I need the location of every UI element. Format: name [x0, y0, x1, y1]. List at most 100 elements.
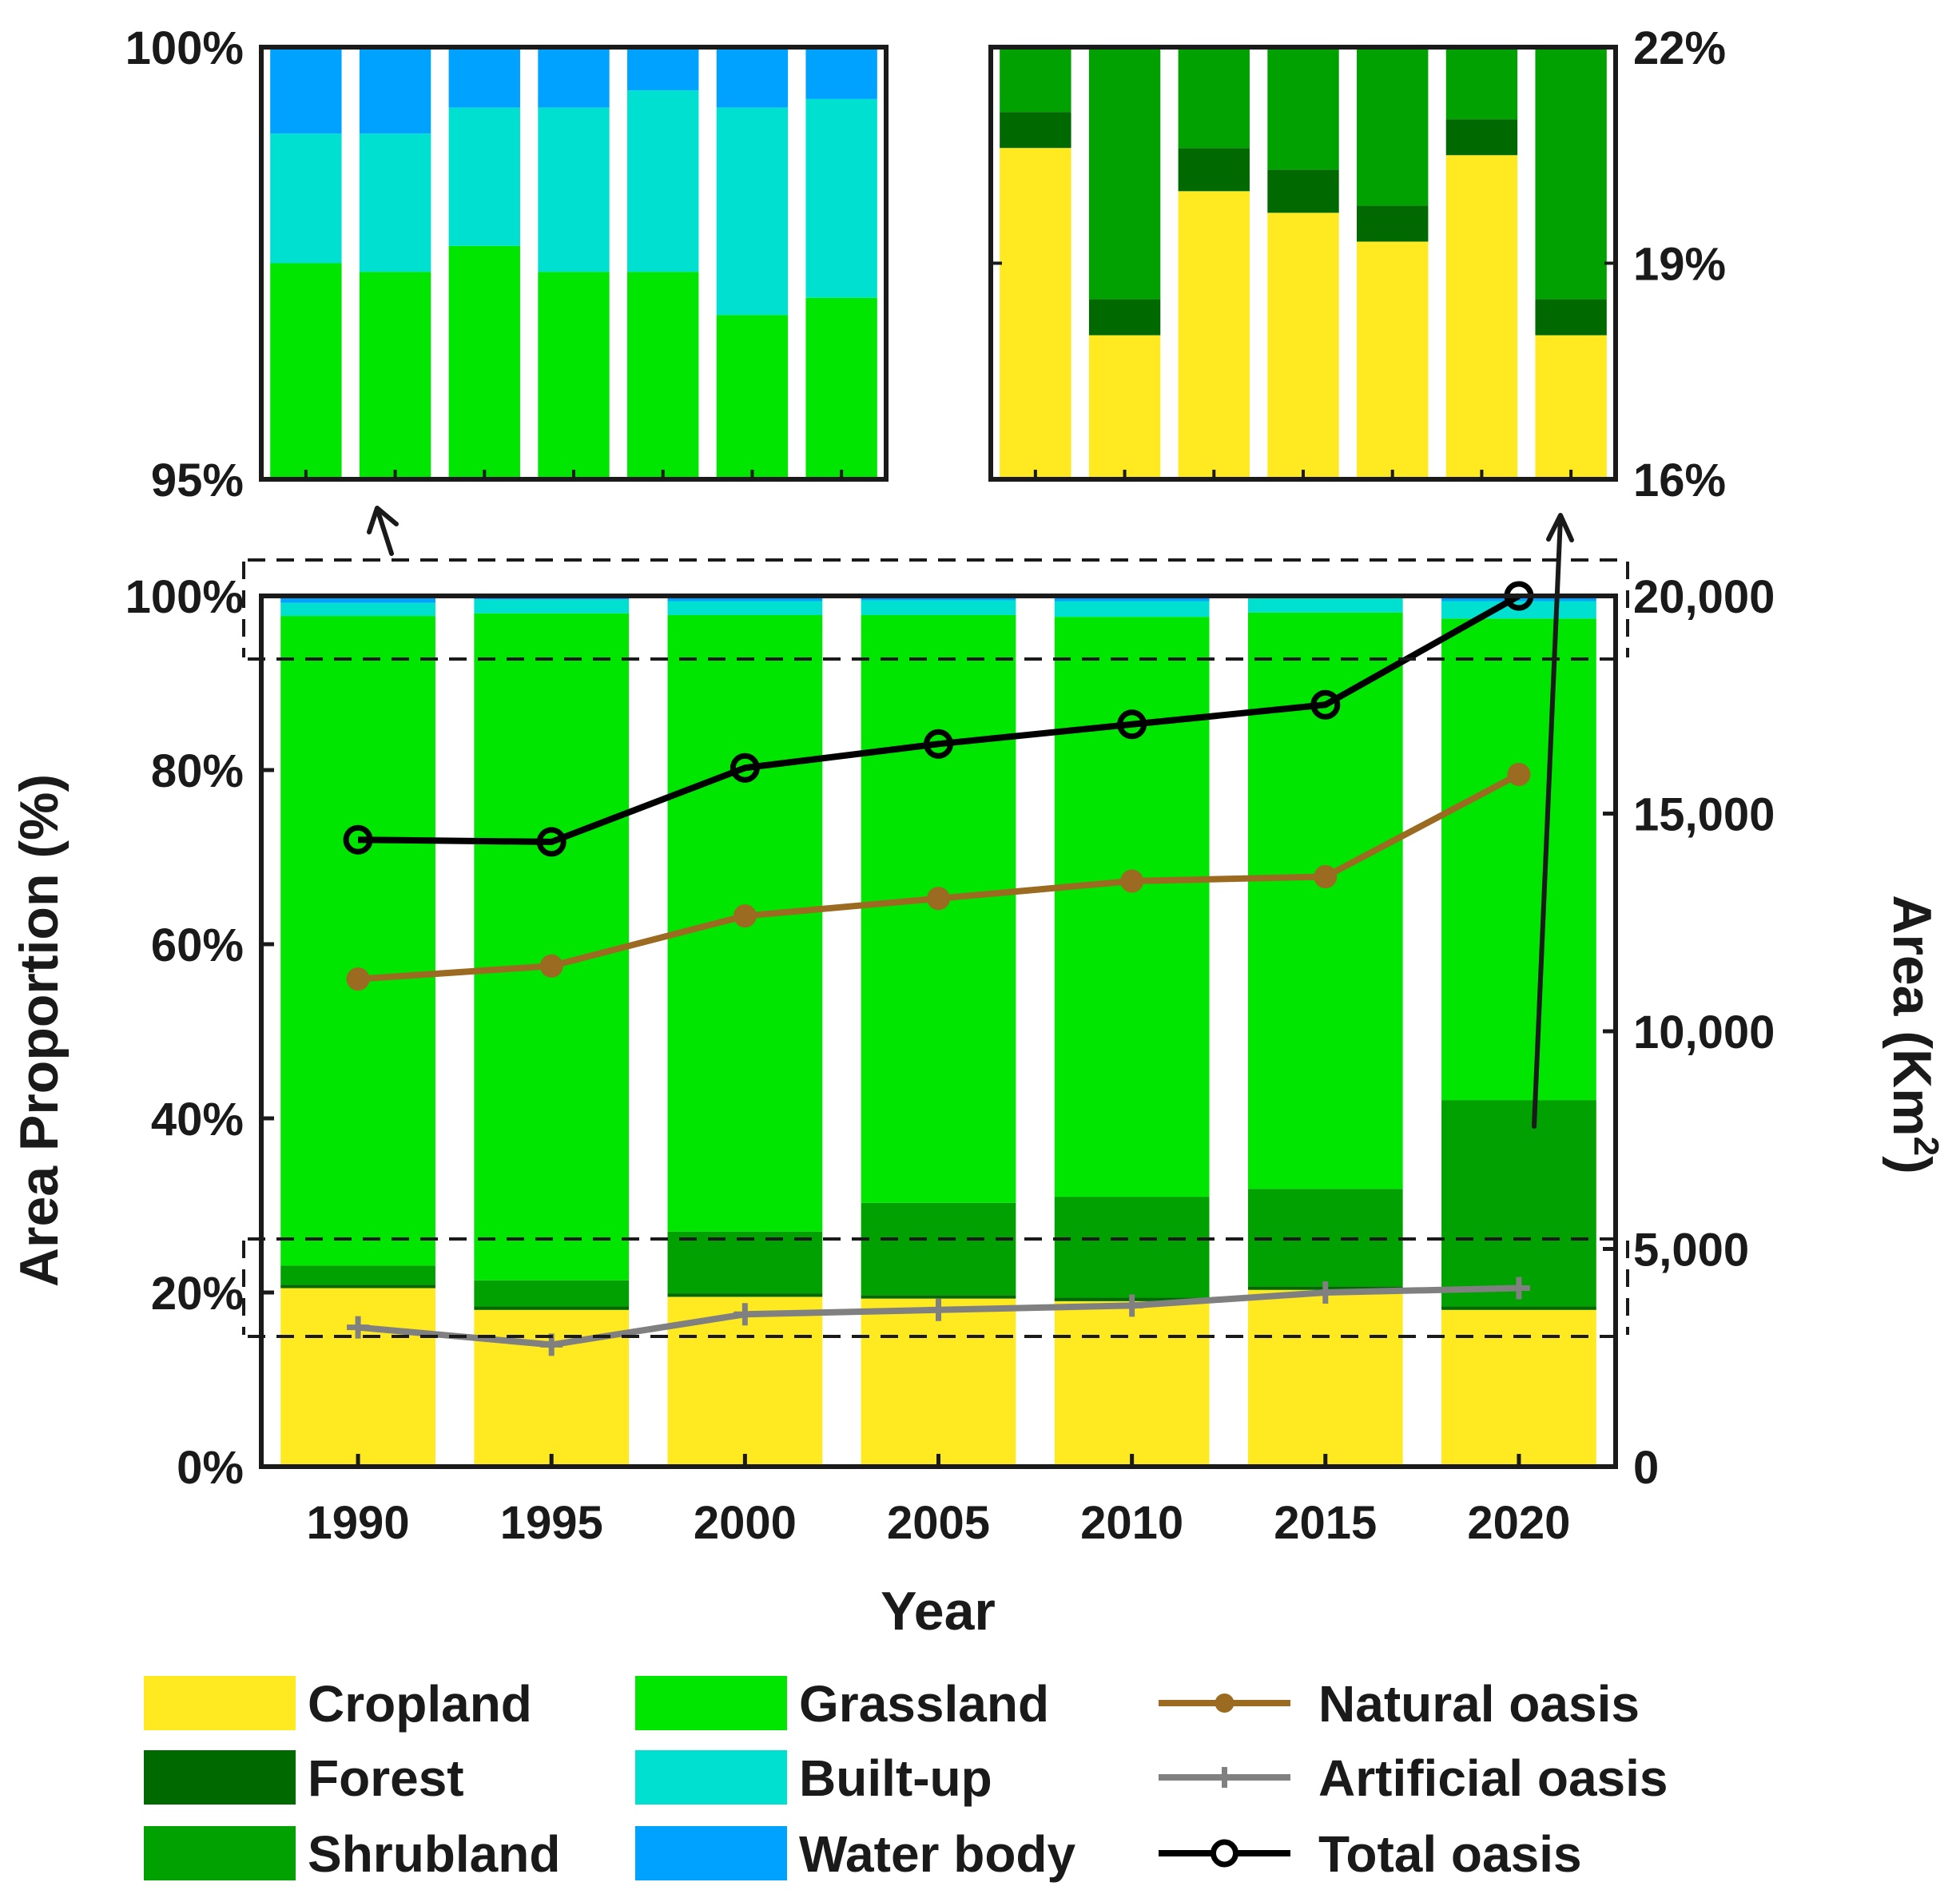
inset-left-bars-water-body-2005 — [538, 47, 610, 108]
bar-cropland-2010 — [1054, 1300, 1210, 1467]
inset-right-bars-shrubland-2015 — [1445, 47, 1518, 120]
main-right-axis: 0 5,000 10,000 15,000 20,000 — [1603, 571, 1775, 1494]
bar-grassland-2020 — [1441, 618, 1596, 1101]
inset-left-bars-grassland-2000 — [448, 245, 520, 479]
legend-artificial-oasis-marker — [1214, 1767, 1235, 1788]
artificial-oasis-point-2000 — [734, 1303, 757, 1326]
inset-right-ticks-ytick-label-1: 19% — [1633, 239, 1726, 291]
legend-water-body-swatch — [635, 1826, 787, 1880]
legend-total-oasis-label: Total oasis — [1318, 1825, 1582, 1883]
inset-right-bars-shrubland-2010 — [1357, 47, 1429, 206]
bar-grassland-1990 — [280, 616, 435, 1266]
legend-built-up-label: Built-up — [799, 1749, 992, 1807]
legend-shrubland-swatch — [144, 1826, 296, 1880]
natural-oasis-point-2015 — [1314, 865, 1338, 889]
right-axis-title-text: Area (Km — [1882, 895, 1942, 1136]
natural-oasis-point-2000 — [733, 904, 757, 928]
artificial-oasis-point-2020 — [1507, 1277, 1530, 1300]
main-xtick-label-1990: 1990 — [307, 1497, 410, 1549]
main-xtick-label-2010: 2010 — [1080, 1497, 1183, 1549]
main-y2tick-label-3: 15,000 — [1633, 789, 1775, 841]
legend-forest-swatch — [144, 1750, 296, 1805]
legend: Cropland Forest Shrubland Grassland Built-up… — [144, 1675, 1668, 1883]
legend-cropland-label: Cropland — [308, 1675, 532, 1733]
inset-left-bars-water-body-2000 — [448, 47, 520, 108]
inset-left-bars-grassland-2015 — [716, 315, 789, 479]
total-oasis-point-1990 — [343, 824, 373, 855]
bar-built-up-2010 — [1054, 601, 1210, 617]
inset-left-bars-built-up-1995 — [359, 133, 431, 272]
inset-left-bars — [270, 47, 877, 479]
inset-right-bars-cropland-1990 — [1000, 148, 1071, 479]
main-ytick-label-0: 0% — [177, 1442, 244, 1494]
left-axis-title: Area Proportion (%) — [9, 774, 70, 1287]
inset-right-bars-forest-2015 — [1445, 119, 1518, 156]
inset-right-bars-forest-1990 — [1000, 112, 1071, 149]
bar-water-body-2010 — [1054, 596, 1210, 602]
bar-grassland-2010 — [1054, 617, 1210, 1197]
legend-natural-oasis-marker — [1215, 1693, 1234, 1713]
inset-right-bars-shrubland-2020 — [1535, 47, 1607, 300]
bar-forest-2000 — [667, 1293, 823, 1297]
bar-built-up-2005 — [861, 600, 1016, 615]
artificial-oasis-point-2015 — [1314, 1281, 1337, 1304]
total-oasis-point-2000 — [730, 752, 760, 783]
inset-left-bars-built-up-2010 — [627, 90, 699, 272]
inset-right-bars-cropland-2020 — [1535, 335, 1607, 479]
legend-grassland-label: Grassland — [799, 1675, 1049, 1733]
main-y2tick-label-4: 20,000 — [1633, 571, 1775, 623]
inset-left-ticks-ytick-label-0: 95% — [151, 455, 244, 506]
artificial-oasis-point-2010 — [1120, 1294, 1143, 1317]
bar-grassland-2015 — [1247, 612, 1403, 1189]
arrow-to-left-inset-head — [367, 506, 399, 534]
main-xtick-label-2015: 2015 — [1274, 1497, 1377, 1549]
main-oasis-lines — [343, 581, 1534, 1356]
inset-right-axis: 16% 19% 22% — [991, 22, 1726, 506]
bar-forest-2005 — [861, 1295, 1016, 1299]
inset-left-axis: 95% 100% — [125, 22, 844, 506]
arrow-to-right-inset — [1532, 515, 1563, 1129]
inset-right-bars-shrubland-1990 — [1000, 47, 1071, 113]
bar-cropland-2020 — [1441, 1309, 1596, 1467]
inset-left-bars-water-body-1995 — [359, 47, 431, 134]
legend-total-oasis-marker — [1211, 1839, 1238, 1868]
inset-right-bars-forest-2005 — [1267, 169, 1339, 213]
bar-shrubland-2010 — [1054, 1197, 1210, 1298]
inset-right-bars-cropland-1995 — [1088, 335, 1161, 479]
inset-right-bars-forest-2000 — [1178, 148, 1250, 192]
main-y2tick-label-1: 5,000 — [1633, 1225, 1749, 1277]
legend-grassland-swatch — [635, 1676, 787, 1730]
inset-right-ticks-ytick-label-2: 22% — [1633, 22, 1726, 74]
inset-left-bars-built-up-2020 — [805, 98, 877, 298]
inset-right-bars-forest-2020 — [1535, 299, 1607, 336]
bar-built-up-2015 — [1247, 596, 1403, 613]
bar-built-up-2000 — [667, 601, 823, 615]
main-left-axis: 0% 20% 40% 60% 80% 100% — [125, 571, 274, 1494]
zoom-guides — [242, 558, 1629, 1338]
artificial-oasis-point-1990 — [347, 1316, 370, 1339]
bar-grassland-1995 — [474, 613, 630, 1281]
main-y2tick-label-2: 10,000 — [1633, 1007, 1775, 1058]
inset-right-bars-cropland-2010 — [1357, 241, 1429, 479]
legend-built-up-swatch — [635, 1750, 787, 1805]
natural-oasis-point-2020 — [1507, 762, 1531, 786]
zoom-arrows — [367, 506, 1574, 1129]
inset-left-bars-built-up-2005 — [538, 107, 610, 272]
natural-oasis-point-1990 — [346, 967, 370, 991]
bar-forest-1995 — [474, 1306, 630, 1310]
inset-left-bars-built-up-2015 — [716, 107, 789, 316]
arrow-to-right-inset-head — [1546, 513, 1574, 542]
total-oasis-line — [358, 593, 1521, 845]
bar-shrubland-1995 — [474, 1280, 630, 1307]
natural-oasis-point-2010 — [1120, 869, 1144, 893]
legend-shrubland-label: Shrubland — [308, 1825, 560, 1883]
inset-right-ticks-ytick-label-0: 16% — [1633, 455, 1726, 506]
total-oasis-point-2010 — [1117, 709, 1147, 740]
main-x-axis: 1990 1995 2000 2005 2010 2015 2020 — [307, 1454, 1570, 1549]
bar-forest-2020 — [1441, 1306, 1596, 1310]
inset-left-bars-water-body-2015 — [716, 47, 789, 108]
inset-left-bars-built-up-2000 — [448, 107, 520, 246]
right-axis-title: Area (Km2) — [1882, 895, 1946, 1173]
inset-right-bars-cropland-2000 — [1178, 191, 1250, 480]
